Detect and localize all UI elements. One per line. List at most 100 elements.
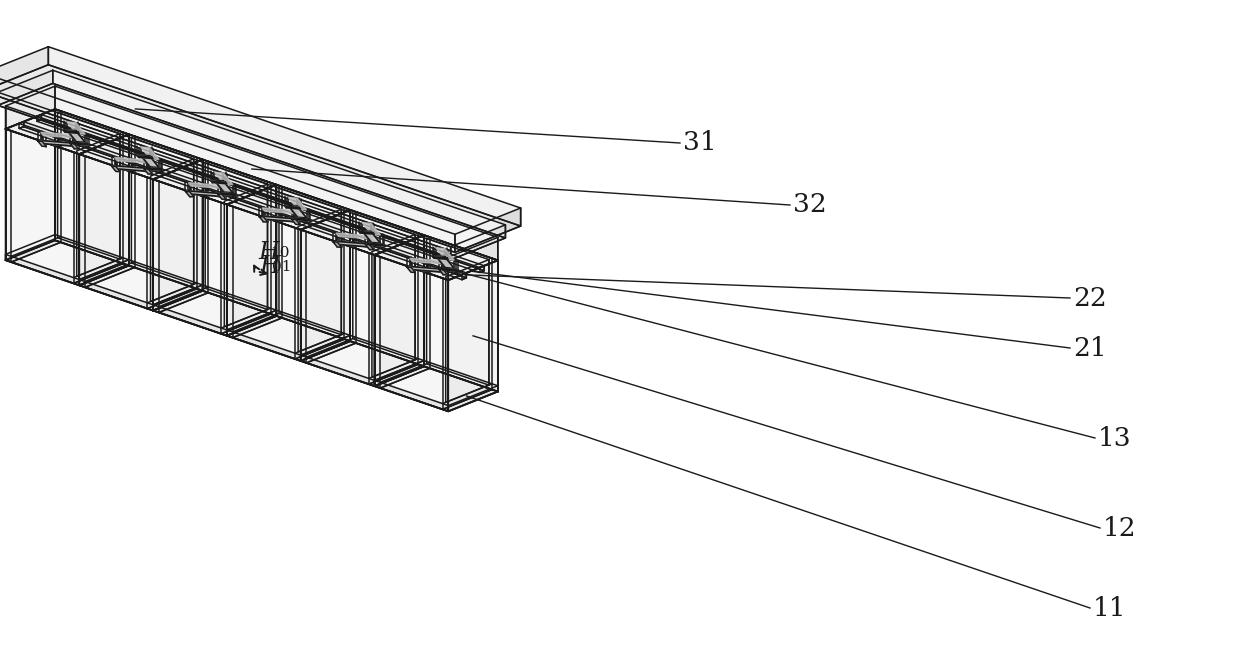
Polygon shape [73,142,88,145]
Polygon shape [140,155,159,168]
Polygon shape [73,264,129,285]
Polygon shape [186,191,193,197]
Polygon shape [5,86,55,129]
Polygon shape [5,240,61,262]
Polygon shape [298,209,341,352]
Polygon shape [218,194,226,199]
Polygon shape [41,133,76,138]
Polygon shape [409,266,445,272]
Polygon shape [71,144,78,149]
Polygon shape [227,185,350,230]
Polygon shape [374,235,497,280]
Text: 13: 13 [1097,426,1132,451]
Polygon shape [48,47,521,226]
Polygon shape [455,208,521,252]
Polygon shape [424,235,497,392]
Polygon shape [450,225,506,260]
Polygon shape [215,172,233,185]
Text: 22: 22 [1073,285,1107,310]
Polygon shape [41,140,76,146]
Polygon shape [291,219,300,225]
Polygon shape [358,232,374,234]
Polygon shape [285,206,300,209]
Polygon shape [300,210,350,361]
Polygon shape [5,109,129,154]
Polygon shape [300,341,356,363]
Text: H: H [260,255,280,278]
Polygon shape [221,193,236,195]
Polygon shape [227,204,300,361]
Polygon shape [227,316,283,338]
Polygon shape [148,289,202,311]
Polygon shape [153,291,208,313]
Polygon shape [205,163,268,310]
Polygon shape [188,191,223,197]
Polygon shape [436,248,454,261]
Polygon shape [445,260,489,402]
Polygon shape [374,235,424,386]
Polygon shape [366,244,373,250]
Polygon shape [67,130,86,142]
Text: 32: 32 [794,193,827,217]
Polygon shape [427,238,489,385]
Text: H: H [258,240,279,264]
Polygon shape [374,366,430,388]
Polygon shape [336,233,371,239]
Polygon shape [300,210,424,255]
Polygon shape [19,127,466,279]
Polygon shape [5,255,79,285]
Polygon shape [140,147,159,159]
Polygon shape [334,242,341,247]
Polygon shape [202,285,277,316]
Polygon shape [67,122,86,135]
Polygon shape [79,135,202,180]
Polygon shape [449,261,497,411]
Polygon shape [131,138,193,284]
Text: 11: 11 [1092,596,1126,620]
Polygon shape [41,114,484,271]
Polygon shape [146,168,162,170]
Polygon shape [114,157,150,163]
Polygon shape [153,159,202,311]
Polygon shape [262,216,298,222]
Polygon shape [300,230,374,386]
Polygon shape [79,154,153,311]
Polygon shape [259,217,268,222]
Polygon shape [114,166,150,172]
Polygon shape [55,86,497,261]
Polygon shape [55,109,129,266]
Polygon shape [277,310,350,341]
Polygon shape [77,134,120,276]
Polygon shape [38,141,46,146]
Polygon shape [221,314,277,336]
Text: 01: 01 [272,260,291,274]
Polygon shape [362,223,381,235]
Polygon shape [277,185,350,341]
Polygon shape [368,364,424,386]
Polygon shape [227,330,300,361]
Polygon shape [129,135,202,291]
Polygon shape [53,71,506,238]
Polygon shape [153,180,227,336]
Polygon shape [262,208,298,214]
Polygon shape [57,112,120,259]
Polygon shape [5,129,79,285]
Polygon shape [350,336,424,366]
Text: 21: 21 [1073,336,1106,360]
Polygon shape [374,255,449,411]
Polygon shape [353,213,415,360]
Polygon shape [449,237,497,280]
Polygon shape [441,268,458,271]
Polygon shape [294,218,310,221]
Polygon shape [443,390,497,411]
Polygon shape [350,210,424,366]
Polygon shape [224,184,268,326]
Polygon shape [288,206,306,218]
Polygon shape [112,166,120,172]
Polygon shape [150,159,193,302]
Text: 31: 31 [683,131,717,155]
Polygon shape [211,181,227,183]
Polygon shape [436,256,454,268]
Polygon shape [288,197,306,210]
Polygon shape [55,234,129,266]
